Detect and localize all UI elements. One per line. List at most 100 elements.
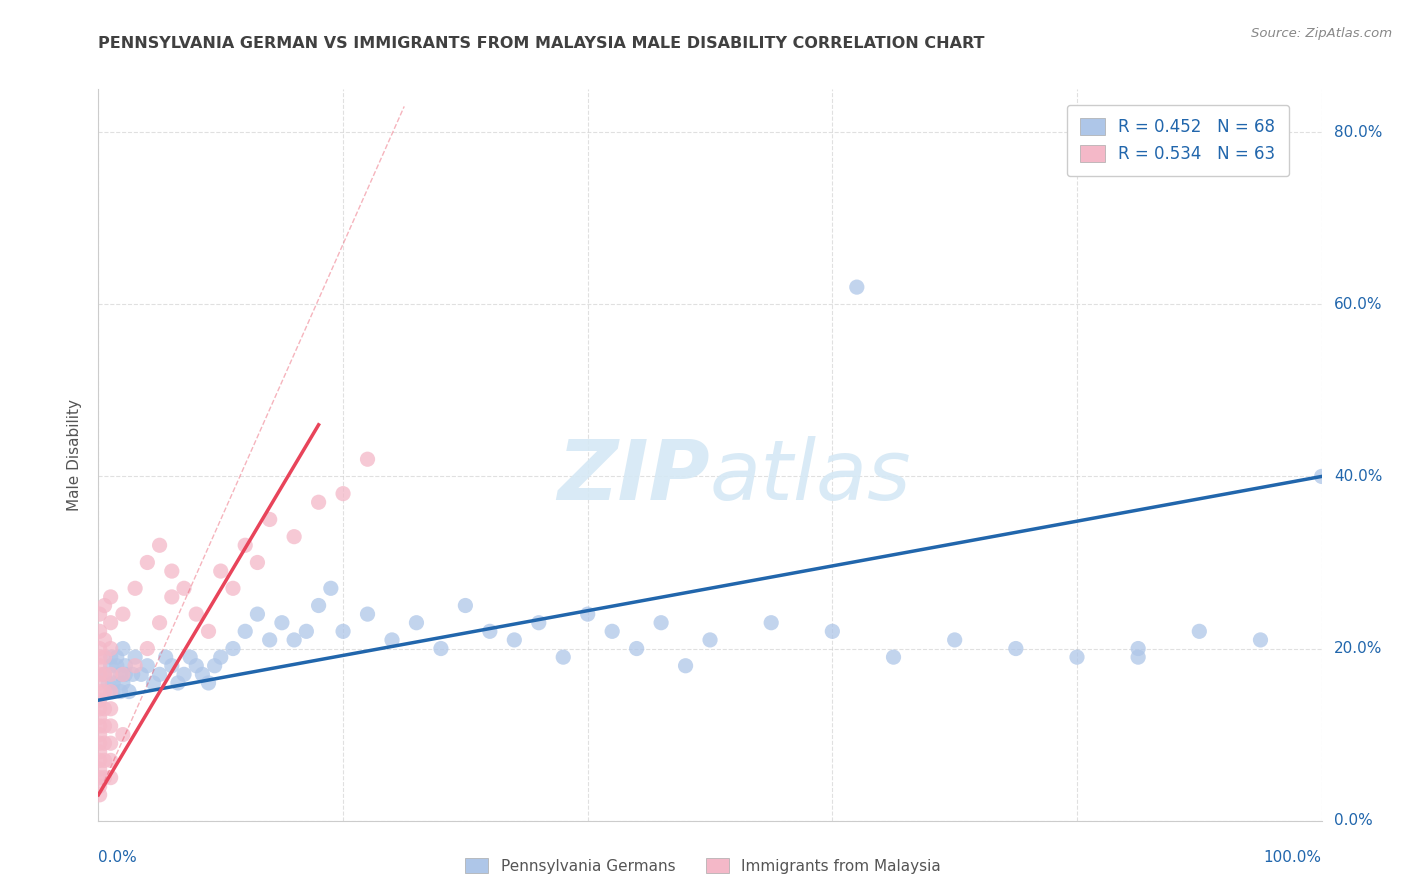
Point — [89, 736, 111, 750]
Point — [527, 615, 550, 630]
Point — [93, 667, 115, 681]
Point — [100, 667, 122, 681]
Text: 80.0%: 80.0% — [1334, 125, 1382, 140]
Point — [101, 676, 124, 690]
Point — [233, 624, 256, 639]
Point — [430, 641, 453, 656]
Point — [89, 607, 111, 621]
Point — [89, 676, 111, 690]
Point — [93, 632, 115, 647]
Point — [186, 658, 208, 673]
Point — [111, 728, 134, 742]
Point — [699, 632, 721, 647]
Point — [356, 452, 378, 467]
Point — [160, 658, 183, 673]
Point — [332, 486, 354, 500]
Point — [478, 624, 501, 639]
Point — [89, 684, 111, 698]
Text: PENNSYLVANIA GERMAN VS IMMIGRANTS FROM MALAYSIA MALE DISABILITY CORRELATION CHAR: PENNSYLVANIA GERMAN VS IMMIGRANTS FROM M… — [98, 36, 986, 51]
Point — [821, 624, 844, 639]
Point — [883, 650, 905, 665]
Point — [503, 632, 526, 647]
Point — [1128, 650, 1150, 665]
Point — [100, 650, 122, 665]
Point — [1066, 650, 1088, 665]
Point — [295, 624, 318, 639]
Point — [93, 736, 115, 750]
Point — [600, 624, 623, 639]
Point — [319, 582, 342, 596]
Point — [626, 641, 648, 656]
Point — [93, 650, 115, 665]
Point — [105, 658, 128, 673]
Point — [89, 658, 111, 673]
Point — [89, 667, 111, 681]
Point — [1004, 641, 1026, 656]
Point — [114, 658, 136, 673]
Point — [149, 615, 172, 630]
Point — [1249, 632, 1271, 647]
Point — [845, 280, 868, 294]
Point — [89, 762, 111, 776]
Point — [124, 658, 146, 673]
Point — [405, 615, 427, 630]
Point — [136, 641, 159, 656]
Point — [89, 624, 111, 639]
Point — [129, 667, 152, 681]
Point — [100, 702, 122, 716]
Point — [246, 556, 269, 570]
Point — [93, 753, 115, 767]
Point — [89, 693, 111, 707]
Point — [356, 607, 378, 621]
Point — [118, 684, 141, 698]
Point — [1310, 469, 1333, 483]
Text: 100.0%: 100.0% — [1264, 850, 1322, 865]
Point — [233, 538, 256, 552]
Point — [100, 719, 122, 733]
Point — [105, 650, 128, 665]
Point — [222, 641, 245, 656]
Point — [101, 684, 124, 698]
Point — [381, 632, 404, 647]
Y-axis label: Male Disability: Male Disability — [67, 399, 83, 511]
Point — [246, 607, 269, 621]
Point — [155, 650, 177, 665]
Point — [332, 624, 354, 639]
Point — [89, 650, 111, 665]
Point — [89, 710, 111, 724]
Legend: Pennsylvania Germans, Immigrants from Malaysia: Pennsylvania Germans, Immigrants from Ma… — [460, 852, 946, 880]
Point — [114, 667, 136, 681]
Point — [576, 607, 599, 621]
Point — [111, 607, 134, 621]
Point — [111, 667, 134, 681]
Point — [191, 667, 214, 681]
Point — [209, 564, 232, 578]
Point — [142, 676, 165, 690]
Point — [553, 650, 575, 665]
Point — [97, 676, 120, 690]
Point — [204, 658, 226, 673]
Point — [149, 667, 172, 681]
Point — [259, 632, 281, 647]
Point — [100, 658, 122, 673]
Text: 0.0%: 0.0% — [1334, 814, 1372, 828]
Point — [89, 788, 111, 802]
Point — [283, 530, 305, 544]
Point — [100, 684, 122, 698]
Point — [675, 658, 697, 673]
Point — [173, 582, 195, 596]
Point — [89, 719, 111, 733]
Point — [259, 512, 281, 526]
Point — [186, 607, 208, 621]
Point — [100, 771, 122, 785]
Text: atlas: atlas — [710, 436, 911, 517]
Point — [89, 728, 111, 742]
Point — [1188, 624, 1211, 639]
Point — [308, 495, 330, 509]
Point — [197, 624, 219, 639]
Point — [93, 667, 115, 681]
Point — [167, 676, 190, 690]
Point — [110, 667, 132, 681]
Point — [89, 745, 111, 759]
Point — [89, 779, 111, 793]
